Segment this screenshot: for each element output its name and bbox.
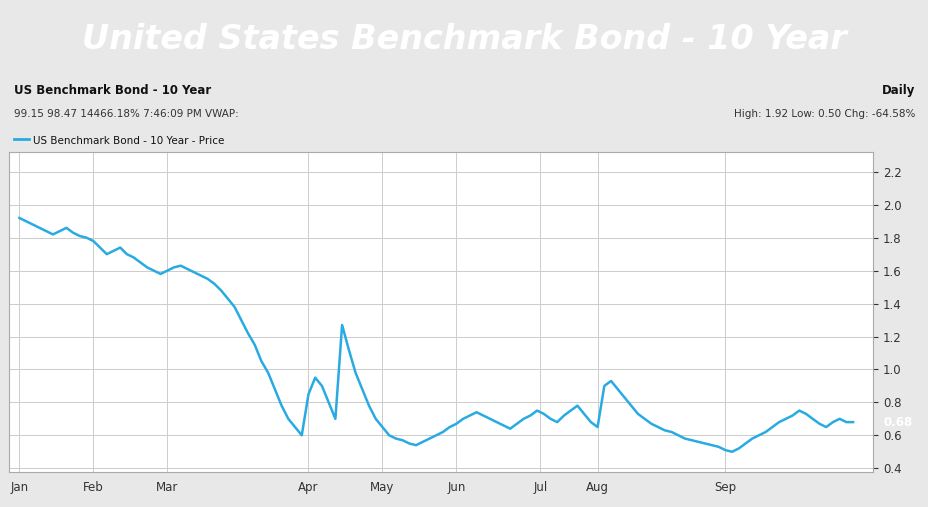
Text: Daily: Daily (881, 85, 914, 97)
Text: US Benchmark Bond - 10 Year: US Benchmark Bond - 10 Year (14, 85, 211, 97)
Text: US Benchmark Bond - 10 Year - Price: US Benchmark Bond - 10 Year - Price (32, 136, 224, 146)
Text: United States Benchmark Bond - 10 Year: United States Benchmark Bond - 10 Year (82, 23, 846, 56)
Text: 99.15 98.47 14466.18% 7:46:09 PM VWAP:: 99.15 98.47 14466.18% 7:46:09 PM VWAP: (14, 110, 238, 120)
Text: High: 1.92 Low: 0.50 Chg: -64.58%: High: 1.92 Low: 0.50 Chg: -64.58% (733, 110, 914, 120)
Text: 0.68: 0.68 (883, 416, 912, 428)
